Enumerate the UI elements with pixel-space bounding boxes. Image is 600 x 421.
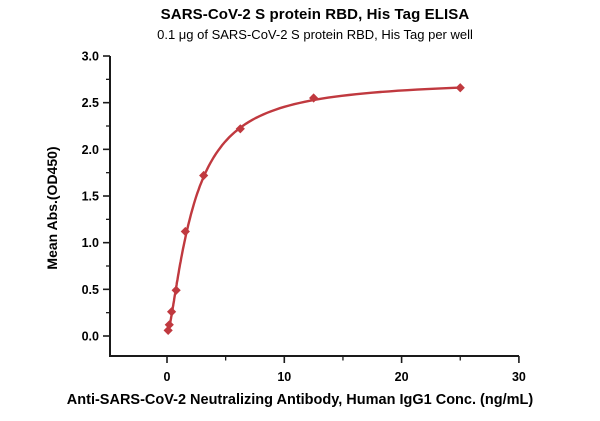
data-point: [171, 285, 181, 295]
fit-curve: [166, 86, 462, 335]
y-tick-label: 2.5: [82, 96, 99, 110]
y-tick-label: 0.5: [82, 283, 99, 297]
data-point: [199, 170, 209, 181]
data-point: [309, 93, 319, 103]
y-tick-label: 2.0: [82, 143, 99, 157]
data-point: [166, 307, 177, 317]
data-point: [455, 83, 465, 93]
y-tick-label: 1.5: [82, 190, 99, 204]
x-tick-label: 30: [512, 370, 526, 384]
y-tick-label: 3.0: [82, 50, 99, 64]
data-point: [164, 320, 174, 330]
y-tick-label: 1.0: [82, 236, 99, 250]
x-axis-title: Anti-SARS-CoV-2 Neutralizing Antibody, H…: [66, 392, 534, 408]
chart-subtitle: 0.1 μg of SARS-CoV-2 S protein RBD, His …: [157, 27, 473, 42]
data-point: [180, 226, 190, 237]
x-tick-label: 20: [395, 370, 409, 384]
x-tick-label: 0: [164, 370, 171, 384]
y-tick-label: 0.0: [82, 330, 99, 344]
axis-spines: [109, 56, 519, 357]
chart-title: SARS-CoV-2 S protein RBD, His Tag ELISA: [160, 6, 470, 23]
x-tick-label: 10: [277, 370, 291, 384]
data-point: [235, 124, 245, 134]
